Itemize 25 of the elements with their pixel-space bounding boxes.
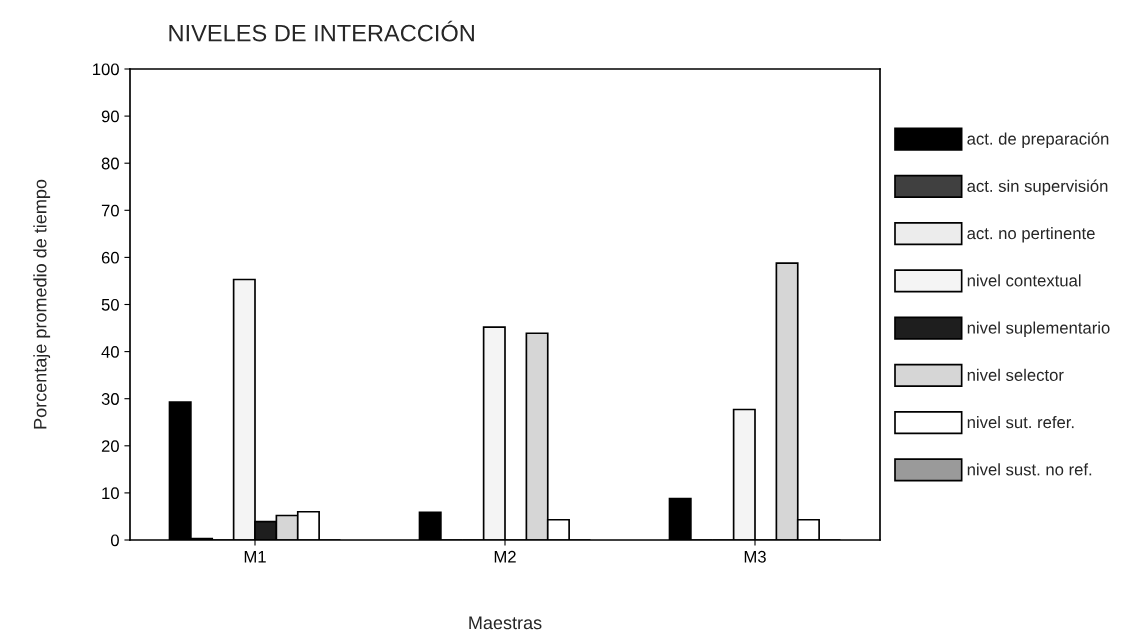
legend-label: nivel suplementario bbox=[967, 321, 1110, 338]
legend-label: act. no pertinente bbox=[967, 227, 1095, 243]
legend-label: act. de preparación bbox=[967, 132, 1109, 149]
y-axis-title: Porcentaje promedio de tiempo bbox=[33, 179, 51, 429]
legend-label: act. sin supervisión bbox=[967, 179, 1108, 196]
y-tick-label: 30 bbox=[101, 393, 119, 405]
x-tick-label: M2 bbox=[494, 550, 516, 563]
x-axis-title: Maestras bbox=[469, 616, 542, 630]
y-tick-label: 20 bbox=[101, 440, 119, 452]
y-tick-label: 90 bbox=[101, 110, 119, 123]
y-tick-label: 60 bbox=[101, 251, 119, 264]
y-tick-label: 70 bbox=[101, 204, 119, 217]
x-tick-label: M3 bbox=[744, 550, 766, 563]
legend-label: nivel sut. refer. bbox=[967, 416, 1074, 429]
chart-title: NIVELES DE INTERACCIÓN bbox=[169, 20, 474, 42]
y-tick-label: 50 bbox=[101, 298, 119, 311]
y-tick-label: 40 bbox=[101, 346, 119, 358]
y-tick-label: 0 bbox=[110, 534, 119, 547]
legend-label: nivel contextual bbox=[967, 274, 1081, 287]
legend-label: nivel sust. no ref. bbox=[967, 463, 1092, 476]
x-tick-label: M1 bbox=[244, 551, 266, 563]
y-tick-label: 10 bbox=[102, 487, 119, 500]
y-tick-label: 100 bbox=[93, 63, 119, 76]
legend-label: nivel selector bbox=[967, 368, 1064, 381]
y-tick-label: 80 bbox=[101, 157, 119, 170]
